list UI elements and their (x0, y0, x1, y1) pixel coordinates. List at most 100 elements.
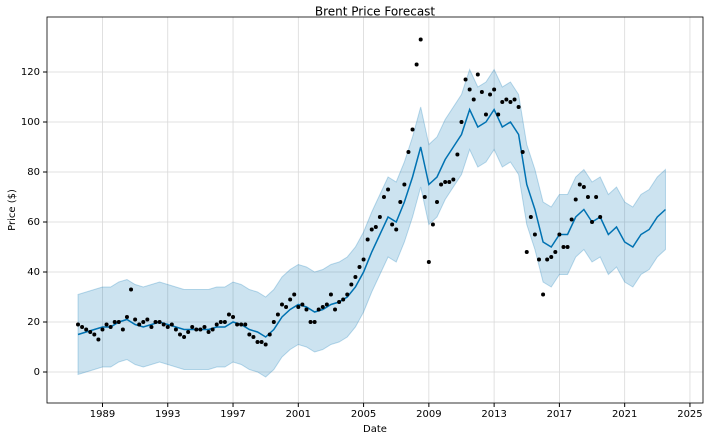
actual-point (341, 297, 346, 302)
actual-point (410, 127, 415, 132)
actual-point (279, 302, 284, 307)
actual-point (418, 37, 423, 42)
actual-point (235, 322, 240, 327)
y-tick-label: 20 (27, 317, 40, 328)
actual-point (157, 320, 162, 324)
actual-point (492, 87, 497, 92)
actual-point (312, 320, 317, 324)
actual-point (598, 215, 603, 219)
actual-point (218, 320, 223, 324)
y-tick-label: 0 (34, 367, 40, 378)
y-tick-label: 60 (27, 217, 40, 228)
x-tick-label: 2017 (547, 409, 572, 420)
x-tick-label: 2013 (481, 409, 506, 420)
actual-point (496, 112, 501, 117)
actual-point (202, 325, 207, 329)
actual-point (373, 225, 378, 229)
actual-point (328, 292, 333, 297)
actual-point (545, 257, 550, 262)
x-tick-label: 2001 (286, 409, 311, 420)
actual-point (455, 152, 460, 157)
actual-point (324, 302, 329, 307)
actual-point (349, 282, 354, 287)
actual-point (398, 200, 403, 204)
actual-point (259, 340, 264, 344)
actual-point (186, 330, 191, 334)
actual-point (263, 342, 268, 347)
actual-point (467, 87, 472, 92)
actual-point (100, 327, 105, 332)
actual-point (528, 215, 533, 219)
x-tick-label: 2005 (351, 409, 376, 420)
actual-point (271, 320, 276, 324)
actual-point (406, 150, 411, 154)
actual-point (80, 325, 85, 329)
actual-point (569, 217, 574, 222)
actual-point (475, 72, 480, 77)
actual-point (88, 330, 93, 334)
actual-point (439, 182, 444, 187)
actual-point (129, 287, 134, 292)
actual-point (333, 307, 338, 312)
actual-point (471, 97, 476, 102)
actual-point (165, 325, 170, 329)
actual-point (255, 340, 260, 344)
actual-point (561, 245, 566, 249)
y-axis-label: Price ($) (7, 189, 18, 231)
actual-point (361, 257, 366, 262)
actual-point (92, 332, 97, 337)
actual-point (104, 322, 109, 327)
actual-point (422, 195, 427, 199)
actual-point (504, 97, 509, 102)
actual-point (520, 150, 525, 154)
actual-point (108, 325, 113, 329)
actual-point (541, 292, 546, 297)
actual-point (222, 320, 227, 324)
y-tick-label: 100 (21, 117, 40, 128)
actual-point (557, 232, 562, 237)
actual-point (177, 332, 182, 337)
actual-point (124, 315, 129, 319)
x-tick-label: 1989 (90, 409, 115, 420)
actual-point (120, 327, 125, 332)
actual-point (300, 302, 305, 307)
actual-point (182, 335, 187, 339)
actual-point (214, 322, 219, 327)
actual-point (145, 317, 150, 322)
actual-point (532, 232, 537, 237)
actual-point (463, 77, 468, 82)
x-tick-label: 1993 (155, 409, 180, 420)
actual-point (169, 322, 174, 327)
uncertainty-band (77, 68, 666, 378)
actual-point (414, 62, 419, 67)
x-tick-label: 2021 (612, 409, 637, 420)
y-tick-label: 120 (21, 67, 40, 78)
actual-point (316, 307, 321, 312)
actual-point (247, 332, 252, 337)
actual-point (210, 327, 215, 332)
actual-point (173, 327, 178, 332)
forecast-line (77, 107, 666, 338)
actual-point (288, 297, 293, 302)
actual-point (198, 327, 203, 332)
actual-point (365, 237, 370, 242)
actual-point (239, 322, 244, 327)
actual-point (226, 312, 231, 317)
actual-point (381, 195, 386, 199)
actual-point (153, 320, 158, 324)
actual-point (96, 337, 101, 342)
actual-point (537, 257, 541, 262)
actual-point (231, 315, 236, 319)
actual-point (296, 305, 301, 309)
actual-point (386, 187, 391, 192)
actual-point (390, 222, 395, 227)
actual-point (267, 332, 272, 337)
actual-point (76, 322, 81, 327)
actual-point (308, 320, 313, 324)
actual-point (357, 265, 362, 269)
actual-point (479, 90, 484, 94)
actual-point (84, 327, 89, 332)
actual-point (577, 182, 582, 187)
actual-point (112, 320, 117, 324)
